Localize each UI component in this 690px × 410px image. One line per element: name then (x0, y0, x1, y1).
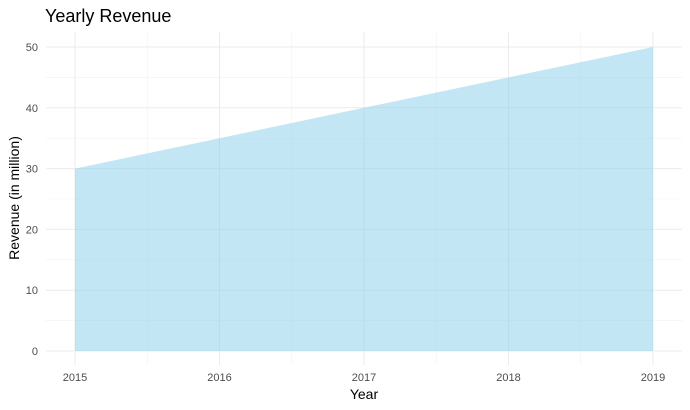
y-tick-label: 30 (26, 164, 38, 176)
area-fill-0 (75, 47, 653, 351)
y-tick-label: 40 (26, 103, 38, 115)
chart-title: Yearly Revenue (45, 6, 171, 26)
y-tick-label: 10 (26, 285, 38, 297)
x-tick-label: 2017 (352, 372, 376, 384)
x-tick-label: 2016 (207, 372, 231, 384)
x-tick-label: 2018 (496, 372, 520, 384)
y-tick-label: 20 (26, 224, 38, 236)
x-axis-title: Year (350, 386, 379, 402)
area-series (75, 47, 653, 351)
y-axis-ticks: 0 10 20 30 40 50 (26, 42, 38, 358)
x-tick-label: 2015 (63, 372, 87, 384)
x-tick-label: 2019 (641, 372, 665, 384)
x-axis-ticks: 2015 2016 2017 2018 2019 (63, 372, 665, 384)
y-axis-title: Revenue (in million) (6, 136, 22, 260)
y-tick-label: 0 (32, 346, 38, 358)
y-tick-label: 50 (26, 42, 38, 54)
